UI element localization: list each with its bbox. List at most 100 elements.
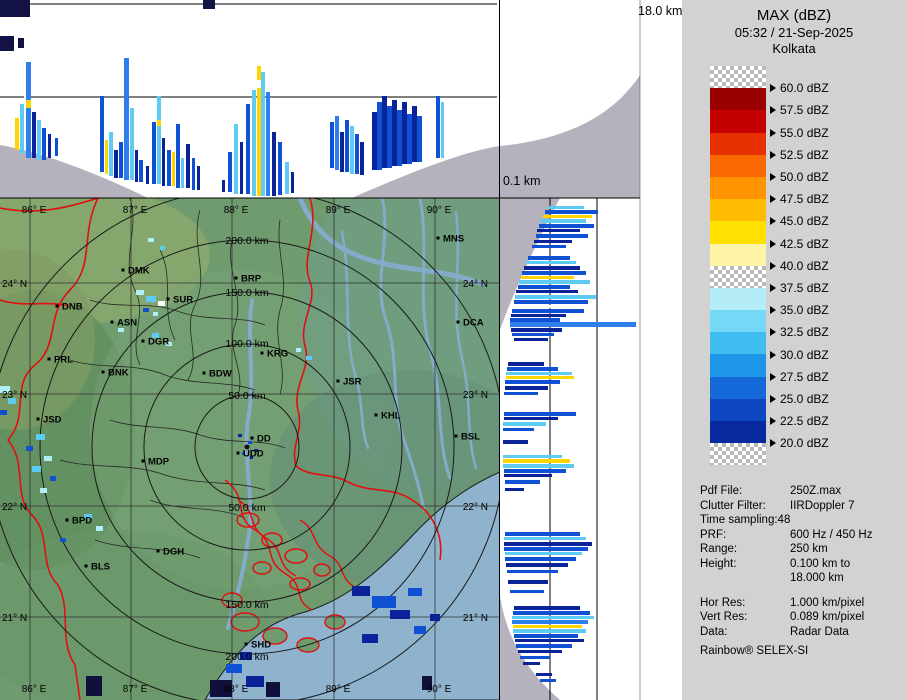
echo-row	[503, 459, 570, 463]
info-value: 1.000 km/pixel	[790, 596, 865, 609]
city-marker	[336, 379, 340, 383]
echo-cell	[226, 664, 242, 673]
city-label: MNS	[443, 234, 464, 245]
city-label: BNK	[108, 368, 129, 379]
city-label: MDP	[148, 457, 170, 468]
city-marker	[156, 549, 160, 553]
echo-cell	[390, 610, 410, 619]
dbz-label: 37.5 dBZ	[770, 281, 829, 295]
echo-cell	[210, 680, 232, 697]
colorbar-cell	[710, 398, 766, 421]
echo-cell	[32, 466, 41, 472]
info-label: Range:	[700, 543, 738, 555]
city-marker	[436, 236, 440, 240]
echo-column	[272, 132, 276, 196]
city-label: PRL	[54, 355, 73, 366]
echo-cell	[266, 682, 280, 697]
colorbar-cell	[710, 265, 766, 288]
city-label: BSL	[461, 432, 480, 443]
latitude-label: 22° N	[2, 502, 27, 513]
echo-column	[167, 150, 171, 186]
echo-column	[42, 128, 46, 160]
echo-cell	[238, 434, 242, 437]
city-marker	[110, 320, 114, 324]
echo-cell	[152, 333, 159, 338]
echo-row	[516, 644, 572, 648]
echo-column	[257, 80, 261, 88]
echo-cell	[50, 476, 56, 481]
info-value: 0.089 km/pixel	[790, 611, 865, 623]
echo-row	[518, 650, 562, 653]
echo-row	[503, 464, 574, 468]
echo-row	[524, 266, 580, 270]
latitude-label: 23° N	[2, 390, 27, 401]
echo-row	[540, 679, 556, 682]
echo-row	[506, 376, 574, 379]
info-row: 18.000 km	[700, 571, 900, 586]
height-max-label: 18.0 km	[638, 4, 683, 18]
echo-column	[20, 104, 24, 154]
echo-column	[441, 102, 444, 158]
colorbar-cell	[710, 66, 766, 89]
echo-cell	[143, 308, 149, 312]
echo-row	[505, 557, 576, 561]
city-marker	[374, 413, 378, 417]
echo-column	[130, 108, 134, 180]
echo-row	[514, 300, 588, 304]
city-label: DGH	[163, 547, 184, 558]
echo-row	[514, 634, 578, 638]
dbz-label: 27.5 dBZ	[770, 370, 829, 384]
echo-column	[402, 102, 407, 164]
echo-cell	[430, 614, 440, 621]
echo-column	[407, 114, 412, 164]
dbz-label: 45.0 dBZ	[770, 214, 829, 228]
longitude-label: 87° E	[123, 205, 148, 216]
echo-row	[507, 367, 558, 371]
echo-column	[181, 158, 184, 188]
echo-cell	[250, 456, 253, 459]
city-label: DD	[257, 434, 271, 445]
city-label: BLS	[91, 562, 110, 573]
info-value: 18.000 km	[790, 572, 844, 584]
echo-cell	[153, 312, 158, 316]
longitude-label: 89° E	[326, 205, 351, 216]
echo-row	[510, 322, 636, 327]
longitude-label: 88° E	[224, 684, 249, 695]
echo-column	[355, 134, 359, 174]
echo-row	[504, 474, 552, 477]
echo-row	[512, 620, 588, 624]
echo-column	[436, 96, 440, 158]
dbz-label: 52.5 dBZ	[770, 148, 829, 162]
info-label: Pdf File:	[700, 485, 743, 497]
echo-column	[15, 118, 19, 150]
city-label: KRG	[267, 349, 288, 360]
range-ring-label: 200.0 km	[225, 235, 268, 247]
longitude-label: 90° E	[427, 684, 452, 695]
echo-row	[505, 552, 582, 555]
echo-row	[507, 570, 558, 573]
echo-cell	[246, 676, 264, 687]
station-name: Kolkata	[772, 41, 816, 56]
echo-row	[513, 625, 582, 628]
echo-column	[152, 122, 156, 184]
echo-column	[266, 92, 270, 196]
echo-cell	[60, 538, 66, 542]
product-info: Pdf File: 250Z.max Clutter Filter: IIRDoppl…	[700, 484, 900, 639]
info-row: Height: 0.100 km to	[700, 557, 900, 572]
city-marker	[234, 276, 238, 280]
info-value: Radar Data	[790, 625, 849, 638]
echo-row	[510, 590, 544, 593]
city-label: DNB	[62, 302, 83, 313]
echo-column	[228, 152, 232, 192]
echo-column	[176, 124, 180, 188]
echo-row	[520, 656, 550, 659]
city-label: BDW	[209, 369, 232, 380]
district-boundaries	[59, 198, 286, 559]
city-marker	[141, 339, 145, 343]
latitude-label: 21° N	[2, 613, 27, 624]
city-marker	[236, 451, 240, 455]
echo-column	[18, 38, 24, 48]
map-echoes	[0, 238, 440, 697]
latitude-label: 24° N	[463, 279, 488, 290]
info-value: 250Z.max	[790, 485, 842, 497]
